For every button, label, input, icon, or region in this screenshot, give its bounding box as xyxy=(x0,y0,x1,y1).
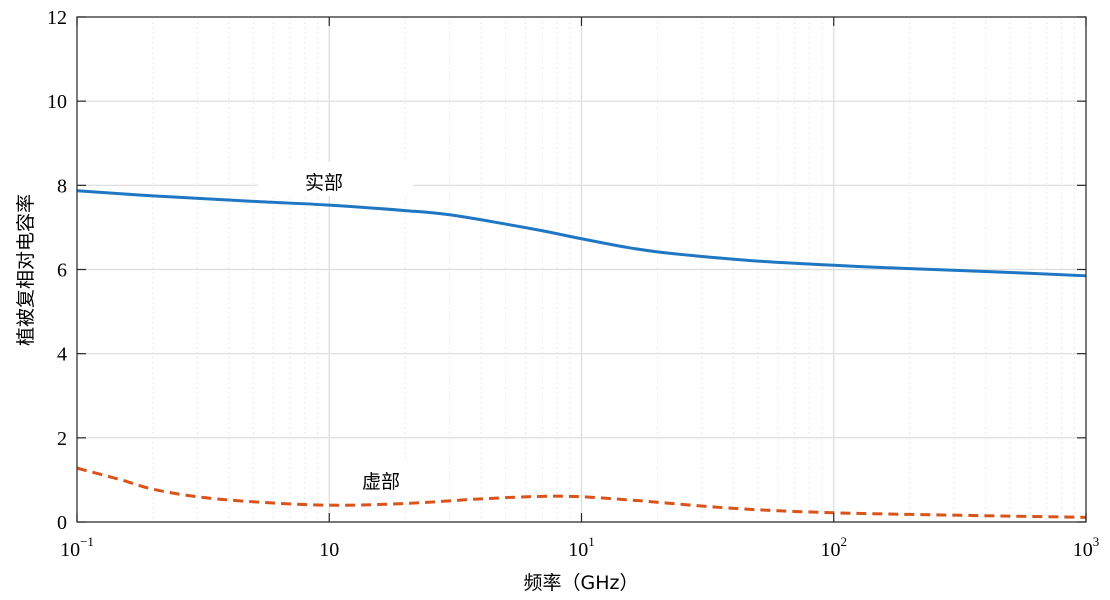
imag-label-bg xyxy=(334,462,422,496)
axis-ticks xyxy=(76,16,1087,523)
y-tick-label: 12 xyxy=(47,7,67,29)
x-tick-label: 102 xyxy=(821,534,848,561)
x-tick-exponent: 3 xyxy=(1093,534,1100,549)
x-tick-base: 10 xyxy=(821,539,841,561)
x-tick-label: 10 xyxy=(319,539,339,561)
x-tick-base: 10 xyxy=(319,539,339,561)
series-line-real xyxy=(76,189,1087,278)
x-tick-exponent: −1 xyxy=(80,534,94,549)
x-tick-base: 10 xyxy=(1073,539,1093,561)
series-layer xyxy=(76,189,1087,519)
x-tick-label: 103 xyxy=(1073,534,1100,561)
y-tick-labels: 0 2 4 6 8 10 12 xyxy=(47,7,67,534)
series-label-real: 实部 xyxy=(305,172,343,194)
y-tick-label: 2 xyxy=(57,428,67,450)
y-tick-label: 4 xyxy=(57,344,67,366)
y-tick-label: 8 xyxy=(57,175,67,197)
x-tick-exponent: 1 xyxy=(588,534,595,549)
x-tick-base: 10 xyxy=(60,539,80,561)
x-axis-title: 频率（GHz） xyxy=(524,572,639,594)
y-tick-label: 6 xyxy=(57,260,67,282)
y-tick-label: 0 xyxy=(57,512,67,534)
series-label-imag: 虚部 xyxy=(362,471,400,493)
series-line-imag xyxy=(76,466,1087,519)
y-tick-label: 10 xyxy=(47,91,67,113)
x-tick-exponent: 2 xyxy=(841,534,848,549)
x-tick-base: 10 xyxy=(568,539,588,561)
x-tick-labels: 10−1 10 101 102 103 xyxy=(60,534,1099,561)
x-tick-label: 101 xyxy=(568,534,595,561)
x-tick-label: 10−1 xyxy=(60,534,94,561)
y-axis-title: 植被复相对电容率 xyxy=(15,194,37,346)
real-label-bg xyxy=(258,162,413,196)
